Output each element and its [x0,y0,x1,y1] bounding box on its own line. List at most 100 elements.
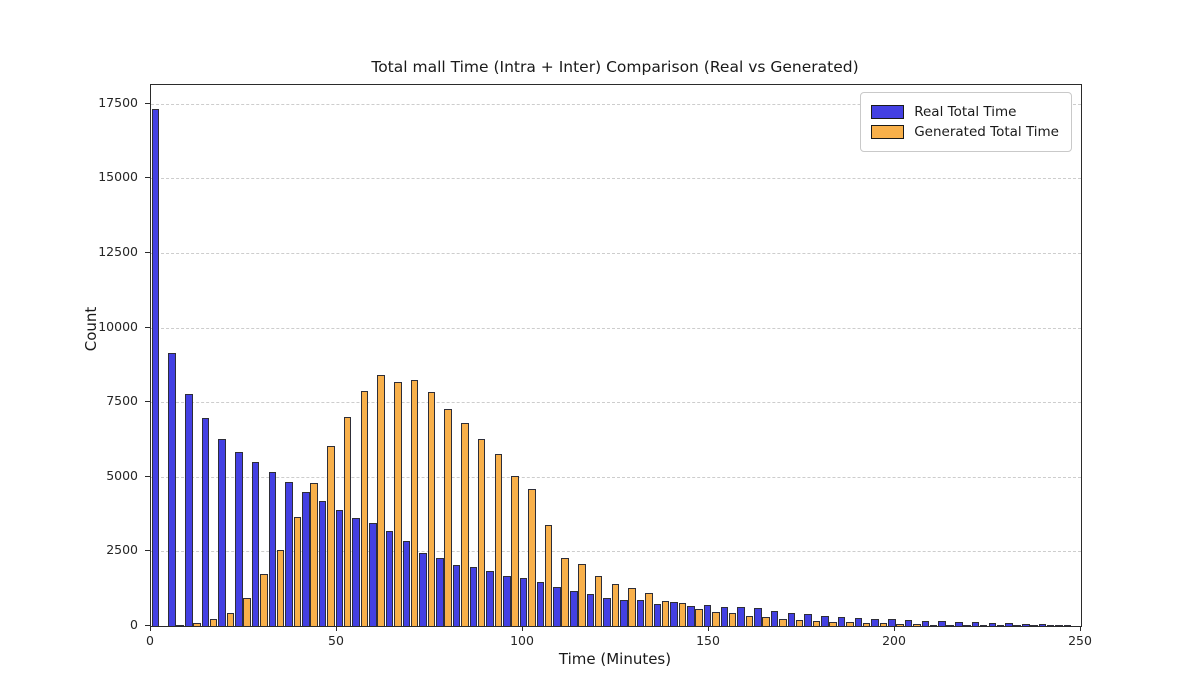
generated-bar [712,612,720,626]
real-bar [536,582,545,626]
generated-bar [444,409,452,626]
generated-bar [1030,625,1038,626]
generated-bar [829,622,837,626]
real-bar [1055,625,1063,626]
real-bar [921,621,930,626]
real-bar [1021,624,1030,626]
generated-bar [260,574,268,626]
y-tick-mark [145,401,150,403]
y-tick-mark [145,102,150,104]
real-bar [1038,624,1047,626]
generated-bar [276,550,285,626]
real-bar [201,418,210,626]
generated-bar [527,489,536,626]
generated-bar [293,517,302,626]
generated-bar [1013,625,1021,626]
generated-bar [661,601,670,626]
generated-bar [327,446,335,626]
real-bar [285,482,293,626]
real-bar [620,600,628,626]
real-series-swatch [871,105,905,119]
generated-bar [477,439,486,626]
x-tick-mark [894,626,895,631]
real-bar [955,622,963,626]
real-bar [503,576,511,626]
real-bar [168,353,176,626]
generated-bar [795,620,804,626]
generated-bar [511,476,519,626]
generated-bar [226,613,235,626]
y-tick-label: 17500 [98,94,138,110]
generated-bar [461,423,469,626]
generated-bar [1063,625,1072,626]
real-bar [687,606,695,626]
gridline-y-17500 [151,103,1081,105]
generated-bar [846,622,854,626]
generated-bar [394,382,402,626]
generated-bar [946,625,955,626]
real-bar [971,622,980,626]
y-tick-mark [145,177,150,179]
y-tick-label: 10000 [98,318,138,334]
real-bar [469,567,478,626]
real-bar [570,591,578,626]
y-tick-label: 2500 [106,542,138,558]
real-bar [653,604,662,626]
real-bar [235,452,243,626]
legend-item-generated: Generated Total Time [871,124,1059,140]
real-bar [1005,623,1013,626]
real-bar [804,614,812,626]
gridline-y-7500 [151,402,1081,404]
y-tick-label: 0 [130,617,138,632]
generated-bar [578,564,586,626]
real-bar [938,621,946,626]
x-tick-mark [708,626,709,631]
generated-bar [594,576,603,626]
chart-title: Total mall Time (Intra + Inter) Comparis… [371,58,859,76]
generated-bar [193,623,201,626]
real-bar [720,607,729,626]
real-bar [318,501,327,626]
y-tick-mark [145,326,150,328]
real-bar [888,619,896,626]
real-bar [218,439,226,626]
gridline-y-5000 [151,476,1081,478]
real-bar [436,558,444,626]
generated-bar [862,623,871,626]
generated-bar [360,391,369,626]
generated-bar [645,593,653,626]
generated-bar [410,380,419,626]
real-bar [770,611,779,626]
generated-bar [427,392,436,626]
real-bar [787,613,796,626]
real-bar [821,616,829,626]
legend-item-real: Real Total Time [871,104,1059,120]
generated-bar [176,625,184,626]
real-bar [151,109,160,626]
real-bar [519,578,528,626]
plot-area [150,84,1082,627]
real-bar [486,571,494,626]
generated-bar [310,483,318,626]
generated-bar [779,619,787,626]
gridline-y-15000 [151,178,1081,180]
y-tick-mark [145,475,150,477]
real-bar [184,394,193,626]
real-bar [854,618,863,626]
real-bar [754,608,762,626]
generated-series-swatch [871,125,905,139]
real-bar [837,617,846,626]
generated-bar [611,584,620,626]
x-tick-mark [1080,626,1081,631]
real-bar [603,598,611,626]
generated-bar [745,616,754,626]
legend-box: Real Total Time Generated Total Time [860,92,1072,152]
real-bar [385,531,394,626]
x-tick-label: 250 [1068,633,1092,648]
generated-bar [979,625,988,626]
real-bar [335,510,344,626]
x-tick-label: 150 [696,633,720,648]
real-bar [553,587,561,626]
generated-bar [628,588,636,626]
